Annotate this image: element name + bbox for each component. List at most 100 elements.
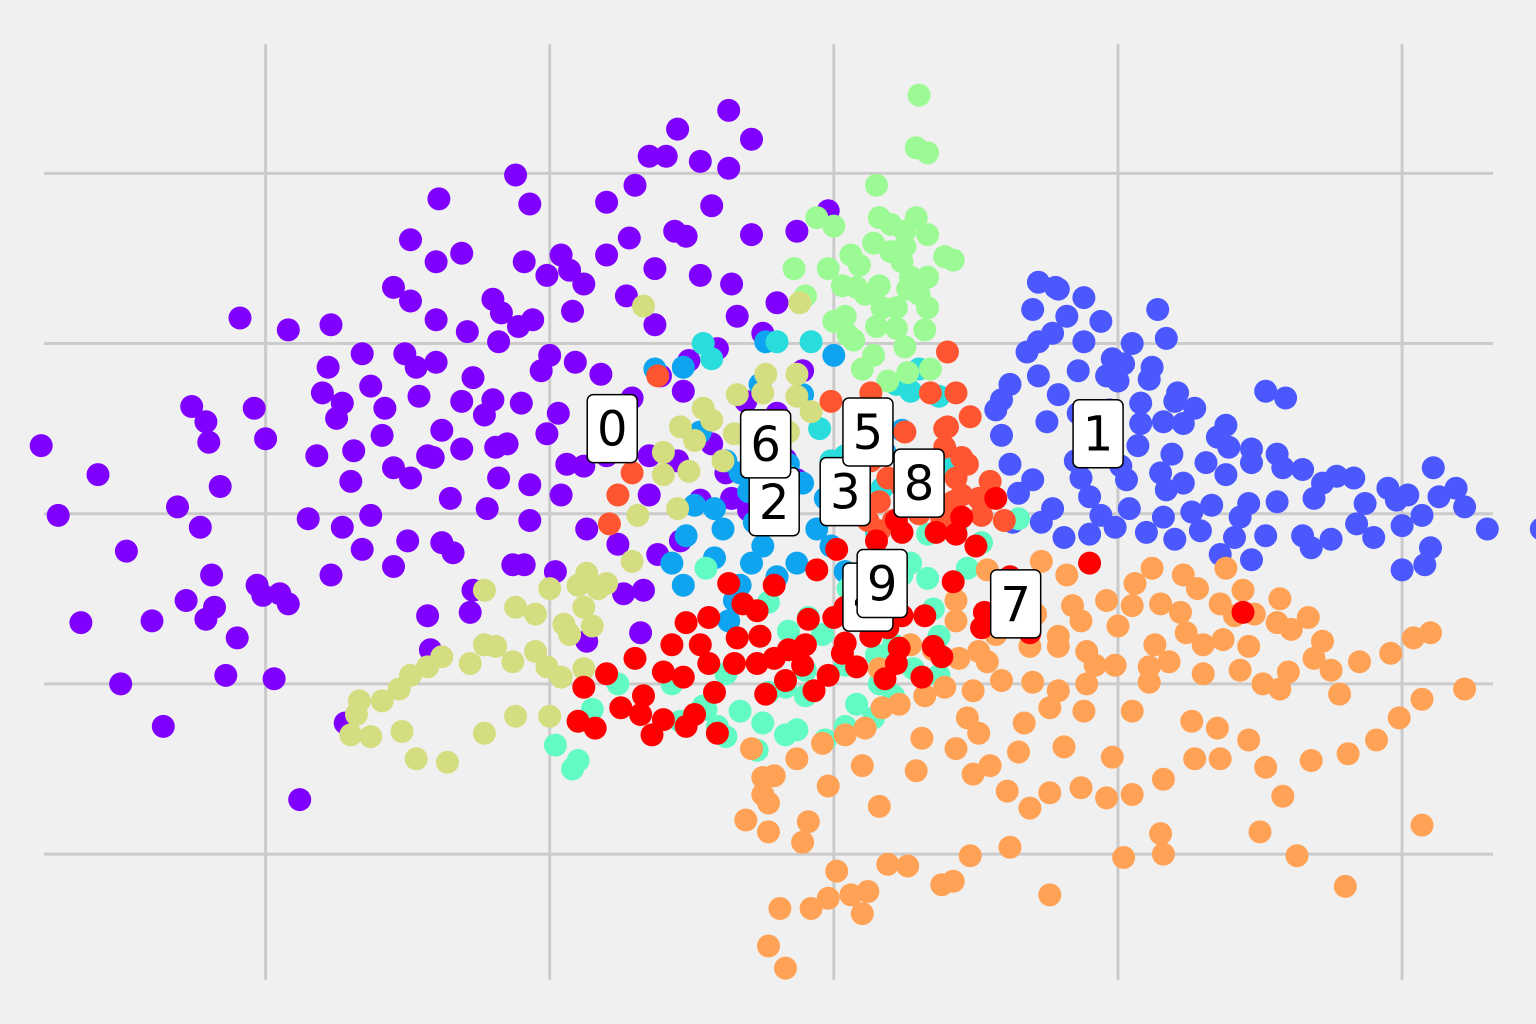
cluster-label-box xyxy=(1072,398,1124,469)
point-c7-102 xyxy=(751,766,775,789)
point-c8-23 xyxy=(819,389,843,413)
point-c7-60 xyxy=(1095,786,1119,810)
point-c0-45 xyxy=(740,223,763,247)
cluster-label-5: 5 xyxy=(842,397,894,467)
point-c0-116 xyxy=(174,589,198,612)
point-c0-3 xyxy=(86,463,110,487)
point-c4-43 xyxy=(845,692,869,716)
point-c7-93 xyxy=(1205,716,1229,740)
point-c7-15 xyxy=(1296,606,1320,629)
point-c7-120 xyxy=(867,794,891,818)
point-c7-35 xyxy=(870,696,894,720)
point-c0-123 xyxy=(399,289,422,313)
point-c5-31 xyxy=(876,369,900,393)
point-c7-62 xyxy=(1151,767,1175,791)
point-c1-76 xyxy=(1089,503,1113,527)
point-c9-15 xyxy=(609,696,633,720)
point-c0-117 xyxy=(200,563,224,587)
cluster-label-9: 9 xyxy=(856,548,908,619)
point-c7-77 xyxy=(1248,820,1272,844)
point-c4-7 xyxy=(543,733,567,757)
point-c8-6 xyxy=(967,486,991,510)
point-c0-106 xyxy=(416,604,440,628)
point-c2-9 xyxy=(740,551,763,575)
point-c1-84 xyxy=(1453,495,1477,519)
point-c6-54 xyxy=(538,577,562,601)
point-c8-25 xyxy=(646,364,670,388)
point-c1-106 xyxy=(1384,488,1408,512)
point-c7-49 xyxy=(768,897,792,920)
point-c9-57 xyxy=(941,570,965,594)
point-c7-50 xyxy=(757,934,780,958)
cluster-label-box xyxy=(842,397,894,467)
point-c9-51 xyxy=(674,714,698,738)
point-c7-58 xyxy=(1038,781,1062,805)
point-c1-99 xyxy=(1214,463,1238,487)
point-c0-1 xyxy=(29,434,53,458)
point-c5-12 xyxy=(782,257,806,281)
point-c5-3 xyxy=(865,173,888,197)
point-c5-28 xyxy=(916,223,940,247)
point-c1-53 xyxy=(1194,451,1218,475)
point-c1-66 xyxy=(1265,442,1289,466)
point-c1-100 xyxy=(1180,500,1204,524)
point-c7-0 xyxy=(944,589,968,612)
point-c0-164 xyxy=(629,621,653,645)
point-c7-7 xyxy=(1123,572,1147,595)
point-c7-25 xyxy=(1103,653,1127,677)
point-c1-78 xyxy=(1240,548,1263,572)
point-c7-86 xyxy=(757,791,780,815)
point-c7-127 xyxy=(1319,658,1343,682)
cluster-label-6: 6 xyxy=(739,409,792,479)
point-c0-18 xyxy=(319,313,343,337)
point-c7-105 xyxy=(1169,600,1192,624)
point-c6-37 xyxy=(370,689,394,713)
point-c6-53 xyxy=(472,578,496,602)
cluster-label-2: 2 xyxy=(748,467,800,537)
point-c0-70 xyxy=(430,418,454,442)
cluster-0-points xyxy=(29,98,840,812)
point-c7-42 xyxy=(734,808,758,832)
point-c0-114 xyxy=(214,663,238,687)
point-c1-96 xyxy=(1171,412,1195,435)
point-c6-41 xyxy=(359,725,383,749)
point-c6-4 xyxy=(751,381,775,405)
point-c5-0 xyxy=(907,83,931,107)
point-c6-30 xyxy=(501,650,525,674)
point-c0-17 xyxy=(276,318,300,342)
point-c1-4 xyxy=(1055,304,1079,328)
point-c9-46 xyxy=(623,646,647,670)
point-c7-44 xyxy=(791,830,815,854)
point-c6-20 xyxy=(666,497,690,521)
point-c0-146 xyxy=(717,98,741,122)
point-c7-34 xyxy=(887,692,911,716)
point-c7-8 xyxy=(1140,556,1164,580)
point-c7-18 xyxy=(1276,660,1300,684)
point-c7-82 xyxy=(1038,883,1062,907)
point-c0-71 xyxy=(450,437,474,461)
point-c1-46 xyxy=(1052,526,1076,549)
point-c6-7 xyxy=(683,429,707,452)
cluster-label-text: 9 xyxy=(867,556,898,612)
point-c1-11 xyxy=(998,452,1022,476)
cluster-labels: 0123456789 xyxy=(586,393,1124,639)
point-c7-83 xyxy=(930,873,954,897)
point-c9-62 xyxy=(745,599,769,623)
point-c8-28 xyxy=(620,461,644,485)
point-c2-14 xyxy=(674,524,698,548)
point-c6-39 xyxy=(339,723,363,747)
point-c0-14 xyxy=(228,306,252,330)
point-c0-128 xyxy=(450,241,474,265)
point-c0-159 xyxy=(242,396,266,420)
point-c8-8 xyxy=(992,509,1016,532)
point-c6-44 xyxy=(435,750,459,774)
point-c5-6 xyxy=(805,206,829,230)
point-c0-119 xyxy=(194,410,218,434)
point-c1-49 xyxy=(1078,485,1102,509)
point-c4-40 xyxy=(774,723,797,747)
point-c5-19 xyxy=(913,318,937,342)
point-c0-75 xyxy=(575,517,599,541)
point-c1-104 xyxy=(1413,553,1437,577)
point-c7-90 xyxy=(910,726,934,750)
point-c7-139 xyxy=(1075,640,1099,663)
